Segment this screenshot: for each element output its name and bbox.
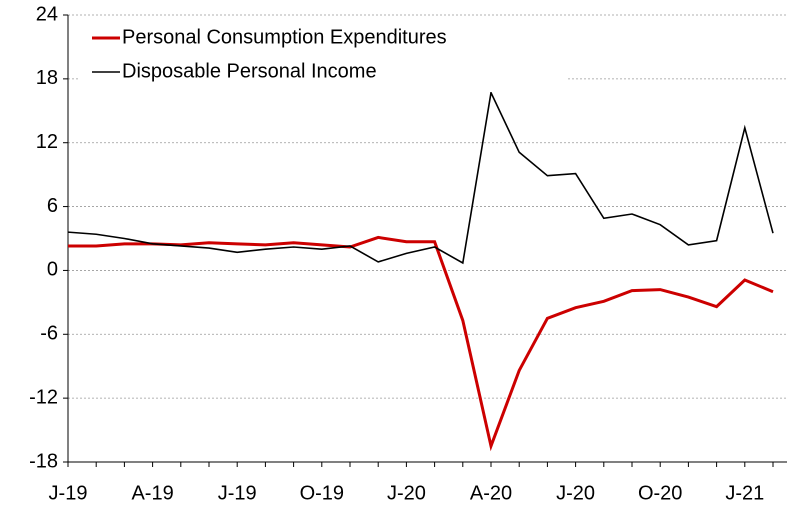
x-tick-label: O-20: [638, 482, 682, 504]
y-tick-label: -18: [29, 450, 58, 472]
x-tick-label: A-19: [131, 482, 173, 504]
x-tick-label: J-19: [49, 482, 88, 504]
x-tick-label: J-20: [387, 482, 426, 504]
series-line: [67, 90, 774, 265]
y-tick-label: 0: [47, 259, 58, 281]
y-tick-label: -12: [29, 386, 58, 408]
x-tick-label: J-19: [218, 482, 257, 504]
x-tick-label: O-19: [300, 482, 344, 504]
y-tick-label: 24: [36, 3, 58, 25]
y-tick-label: 6: [47, 195, 58, 217]
y-tick-label: 12: [36, 131, 58, 153]
y-tick-label: -6: [40, 323, 58, 345]
x-tick-label: J-20: [556, 482, 595, 504]
x-tick-label: A-20: [470, 482, 512, 504]
x-tick-label: J-21: [725, 482, 764, 504]
legend-box: [78, 22, 568, 92]
series-line: [68, 235, 774, 452]
legend-label: Personal Consumption Expenditures: [122, 26, 447, 48]
legend-label: Disposable Personal Income: [122, 60, 377, 82]
y-tick-label: 18: [36, 67, 58, 89]
